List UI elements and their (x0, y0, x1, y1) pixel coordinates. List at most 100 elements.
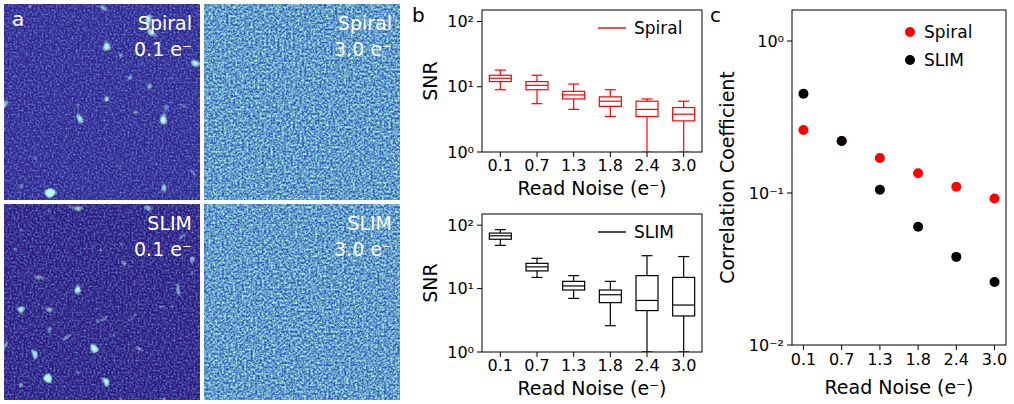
cap-low (532, 277, 543, 278)
cap-high (642, 98, 653, 99)
image-method: SLIM (347, 212, 392, 234)
median (563, 285, 585, 286)
data-group (489, 70, 694, 152)
panel-label: b (412, 3, 425, 27)
median (526, 266, 548, 267)
whisker-low (610, 106, 611, 116)
image-panel: Spiral0.1 e⁻Spiral3.0 e⁻SLIM0.1 e⁻SLIM3.… (4, 4, 400, 400)
cap-low (642, 351, 653, 352)
point (913, 222, 923, 232)
cap-low (568, 298, 579, 299)
x-tick-label: 0.1 (488, 156, 513, 175)
legend: SLIM (905, 50, 964, 70)
cap-high (532, 258, 543, 259)
legend-swatch (598, 231, 626, 232)
whisker-high (646, 256, 647, 276)
image: Spiral3.0 e⁻ (204, 4, 400, 200)
y-tick (477, 152, 482, 153)
point (837, 136, 847, 146)
x-tick-label: 3.0 (671, 156, 696, 175)
image-read-noise: 3.0 e⁻ (334, 238, 392, 260)
whisker-low (500, 239, 501, 245)
image: SLIM 3.0 e⁻ (204, 204, 400, 400)
legend-label: SLIM (634, 222, 674, 242)
plot-frame (482, 214, 702, 352)
cap-low (605, 116, 616, 117)
x-tick-label: 3.0 (982, 350, 1007, 369)
median (563, 94, 585, 95)
image-noise (204, 4, 400, 200)
cap-high (495, 69, 506, 70)
box (489, 233, 511, 239)
cap-low (605, 325, 616, 326)
y-tick-label: 10⁰ (757, 32, 784, 51)
cap-high (678, 101, 689, 102)
x-tick-label: 1.8 (598, 356, 623, 375)
point (875, 185, 885, 195)
legend-swatch (905, 27, 915, 37)
image: SLIM0.1 e⁻ (4, 204, 200, 400)
x-axis-title: Read Noise (e⁻) (824, 376, 973, 398)
median (636, 109, 658, 110)
median (599, 101, 621, 102)
plot-frame (792, 10, 1006, 345)
x-tick-label: 3.0 (671, 356, 696, 375)
cap-low (642, 151, 653, 152)
y-axis-title: Correlation Coefficient (716, 71, 738, 284)
image-background (204, 4, 400, 200)
point (951, 182, 961, 192)
whisker-low (573, 99, 574, 109)
image-background (4, 4, 200, 200)
y-tick-label: 10² (447, 216, 474, 235)
legend-swatch (905, 55, 915, 65)
point (990, 277, 1000, 287)
x-tick-label: 0.1 (791, 350, 816, 369)
box (563, 281, 585, 290)
y-tick-label: 10¹ (447, 279, 474, 298)
x-tick-label: 2.4 (634, 156, 659, 175)
legend-label: Spiral (634, 18, 682, 38)
chart: 10⁻²10⁻¹10⁰0.10.71.31.82.43.0Read Noise … (710, 3, 1007, 398)
chart: 10⁰10¹10²0.10.71.31.82.43.0Read Noise (e… (412, 3, 702, 199)
median (489, 78, 511, 79)
cap-high (678, 256, 689, 257)
y-tick-label: 10⁻² (749, 336, 784, 355)
x-tick-label: 2.4 (634, 356, 659, 375)
whisker-low (610, 303, 611, 326)
figure: Spiral0.1 e⁻Spiral3.0 e⁻SLIM0.1 e⁻SLIM3.… (0, 0, 1014, 404)
whisker-high (683, 101, 684, 107)
cap-low (495, 89, 506, 90)
y-tick (477, 86, 482, 87)
whisker-high (536, 75, 537, 81)
box (636, 101, 658, 116)
x-tick-label: 1.3 (561, 156, 586, 175)
legend-swatch (598, 27, 626, 28)
panel-label: c (710, 3, 721, 27)
point (875, 153, 885, 163)
point (798, 125, 808, 135)
cap-high (605, 89, 616, 90)
legend: Spiral (905, 22, 972, 42)
x-tick-label: 0.7 (524, 156, 549, 175)
whisker-high (610, 90, 611, 97)
y-tick (477, 21, 482, 22)
whisker-high (573, 84, 574, 91)
cap-high (495, 229, 506, 230)
cap-high (568, 275, 579, 276)
image-noise (4, 204, 200, 400)
y-tick (787, 345, 792, 346)
y-tick (477, 288, 482, 289)
x-tick-label: 1.3 (561, 356, 586, 375)
cap-high (605, 281, 616, 282)
point (951, 252, 961, 262)
median (636, 300, 658, 301)
cap-low (678, 151, 689, 152)
image-noise (204, 204, 400, 400)
box (526, 82, 548, 90)
cap-low (495, 245, 506, 246)
y-tick-label: 10⁰ (447, 143, 474, 162)
x-tick-label: 0.7 (829, 350, 854, 369)
whisker-low (500, 82, 501, 90)
y-tick-label: 10⁰ (447, 343, 474, 362)
box (599, 97, 621, 107)
